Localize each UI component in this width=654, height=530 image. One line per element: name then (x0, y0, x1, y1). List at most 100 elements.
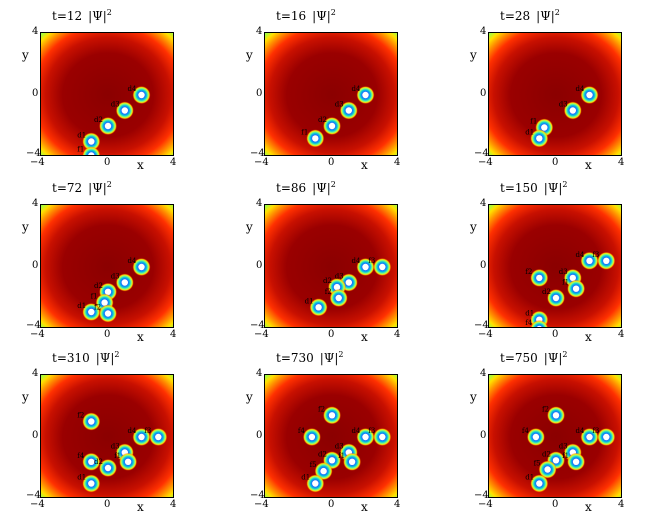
vortex-label-d1: d1 (301, 474, 310, 482)
x-tick-min: −4 (478, 329, 493, 340)
vortex-f4 (530, 320, 549, 327)
x-tick-max: 4 (170, 157, 177, 168)
x-axis-label: x (137, 500, 144, 514)
x-tick-zero: 0 (552, 157, 559, 168)
vortex-label-f3: f3 (368, 257, 375, 265)
vortex-core-d2 (328, 122, 336, 130)
vortex-core-f1 (88, 152, 95, 155)
density-plot: d4 f3 d3 f2 f4 d2 d1 f1 (40, 374, 174, 498)
panel-t-86: t=86 |Ψ|2 d4 f3 d3 d2 d1 f2 4 0 −4 −4 0 4 y x (246, 180, 428, 360)
vortex-label-d3: d3 (559, 268, 568, 276)
x-tick-max: 4 (170, 499, 177, 510)
density-plot: d4 d3 d2 f1 (264, 32, 398, 156)
density-plot: f2 f4 d4 f3 d3 d2 f5 d1 f1 (488, 374, 622, 498)
vortex-label-d2: d2 (94, 282, 103, 290)
panel-t-28: t=28 |Ψ|2 d4 d3 f1 d1 4 0 −4 −4 0 4 y x (470, 8, 652, 188)
vortex-label-d4: d4 (128, 427, 137, 435)
x-axis-label: x (137, 158, 144, 172)
y-tick-min: −4 (474, 320, 489, 331)
vortex-label-d1: d1 (305, 297, 314, 305)
vortex-core-f1 (124, 458, 132, 465)
vortex-f1 (82, 146, 101, 155)
vortex-label-f1: f1 (114, 452, 121, 460)
density-map: d4 d3 d2 d1 f1 f2 (41, 205, 173, 327)
y-tick-zero: 0 (32, 430, 39, 441)
x-tick-zero: 0 (328, 157, 335, 168)
panel-title: t=310 |Ψ|2 (52, 350, 119, 365)
figure-grid: t=12 |Ψ|2 d4 d3 d2 d1 f1 4 0 −4 −4 0 4 y x t=16 |Ψ|2 d4 d3… (22, 8, 652, 514)
y-axis-label: y (470, 220, 477, 234)
x-axis-label: x (585, 500, 592, 514)
vortex-core-d3 (569, 274, 576, 282)
x-tick-min: −4 (254, 157, 269, 168)
panel-title: t=86 |Ψ|2 (276, 180, 336, 195)
panel-time-label: t=150 (500, 181, 538, 195)
vortex-core-d4 (138, 91, 145, 99)
vortex-label-f2: f2 (318, 405, 325, 413)
panel-psi-label: |Ψ| (543, 351, 563, 365)
vortex-core-f4 (308, 433, 316, 441)
vortex-label-d1: d1 (525, 310, 534, 318)
vortex-label-d4: d4 (576, 427, 585, 435)
vortex-label-d1: d1 (525, 128, 534, 136)
panel-time-label: t=310 (52, 351, 90, 365)
density-map: d4 d3 d2 d1 f1 (41, 33, 173, 155)
panel-title: t=16 |Ψ|2 (276, 8, 336, 23)
vortex-label-d2: d2 (542, 450, 551, 458)
vortex-label-d2: d2 (542, 288, 551, 296)
panel-time-label: t=28 (500, 9, 531, 23)
vortex-label-d2: d2 (318, 450, 327, 458)
vortex-core-f3 (379, 263, 386, 271)
vortex-core-f2 (335, 294, 342, 302)
vortex-core-f3 (603, 433, 610, 441)
panel-psi-exponent: 2 (330, 180, 336, 189)
vortex-core-f3 (379, 433, 386, 441)
panel-t-750: t=750 |Ψ|2 f2 f4 d4 f3 d3 d2 f5 d1 f1 4 0 −4 −4 0 4 y x (470, 350, 652, 530)
panel-t-730: t=730 |Ψ|2 f2 f4 d4 f3 d3 d2 f5 d1 f1 4 0 −4 −4 0 4 y x (246, 350, 428, 530)
vortex-core-d2 (333, 283, 341, 291)
x-tick-zero: 0 (104, 329, 111, 340)
vortex-core-d4 (362, 263, 369, 271)
vortex-label-f1: f1 (562, 452, 569, 460)
density-plot: d4 f3 d3 d2 d1 f2 (264, 204, 398, 328)
vortex-core-f4 (532, 433, 540, 441)
vortex-core-f1 (101, 299, 108, 306)
y-tick-min: −4 (26, 320, 41, 331)
x-tick-zero: 0 (552, 329, 559, 340)
vortex-label-d2: d2 (94, 458, 103, 466)
y-tick-zero: 0 (256, 430, 263, 441)
density-plot: d4 f3 d3 f2 d2 d1 f4 f1 (488, 204, 622, 328)
vortex-core-f4 (536, 325, 542, 327)
vortex-label-f2: f2 (94, 304, 101, 312)
vortex-label-d2: d2 (323, 277, 332, 285)
panel-time-label: t=72 (52, 181, 83, 195)
panel-title: t=730 |Ψ|2 (276, 350, 343, 365)
panel-time-label: t=16 (276, 9, 307, 23)
vortex-core-d3 (345, 107, 352, 114)
x-axis-label: x (137, 330, 144, 344)
y-tick-max: 4 (32, 26, 39, 37)
panel-t-12: t=12 |Ψ|2 d4 d3 d2 d1 f1 4 0 −4 −4 0 4 y x (22, 8, 204, 188)
x-tick-max: 4 (394, 329, 401, 340)
y-tick-min: −4 (474, 148, 489, 159)
vortex-label-d2: d2 (318, 116, 327, 124)
vortex-label-d2: d2 (94, 116, 103, 124)
panel-psi-exponent: 2 (330, 8, 336, 17)
x-tick-zero: 0 (328, 499, 335, 510)
vortex-core-d2 (552, 457, 560, 464)
panel-time-label: t=750 (500, 351, 538, 365)
density-background (41, 33, 173, 155)
panel-psi-label: |Ψ| (312, 9, 331, 23)
vortex-core-f1 (348, 458, 356, 465)
vortex-core-d2 (552, 294, 560, 302)
vortex-core-f3 (155, 433, 162, 441)
panel-psi-exponent: 2 (562, 180, 568, 189)
vortex-label-f1: f1 (91, 293, 98, 301)
vortex-core-f4 (88, 458, 95, 465)
vortex-label-f1: f1 (530, 118, 537, 126)
vortex-label-f4: f4 (522, 427, 530, 435)
y-tick-zero: 0 (256, 88, 263, 99)
x-axis-label: x (361, 500, 368, 514)
x-tick-zero: 0 (328, 329, 335, 340)
